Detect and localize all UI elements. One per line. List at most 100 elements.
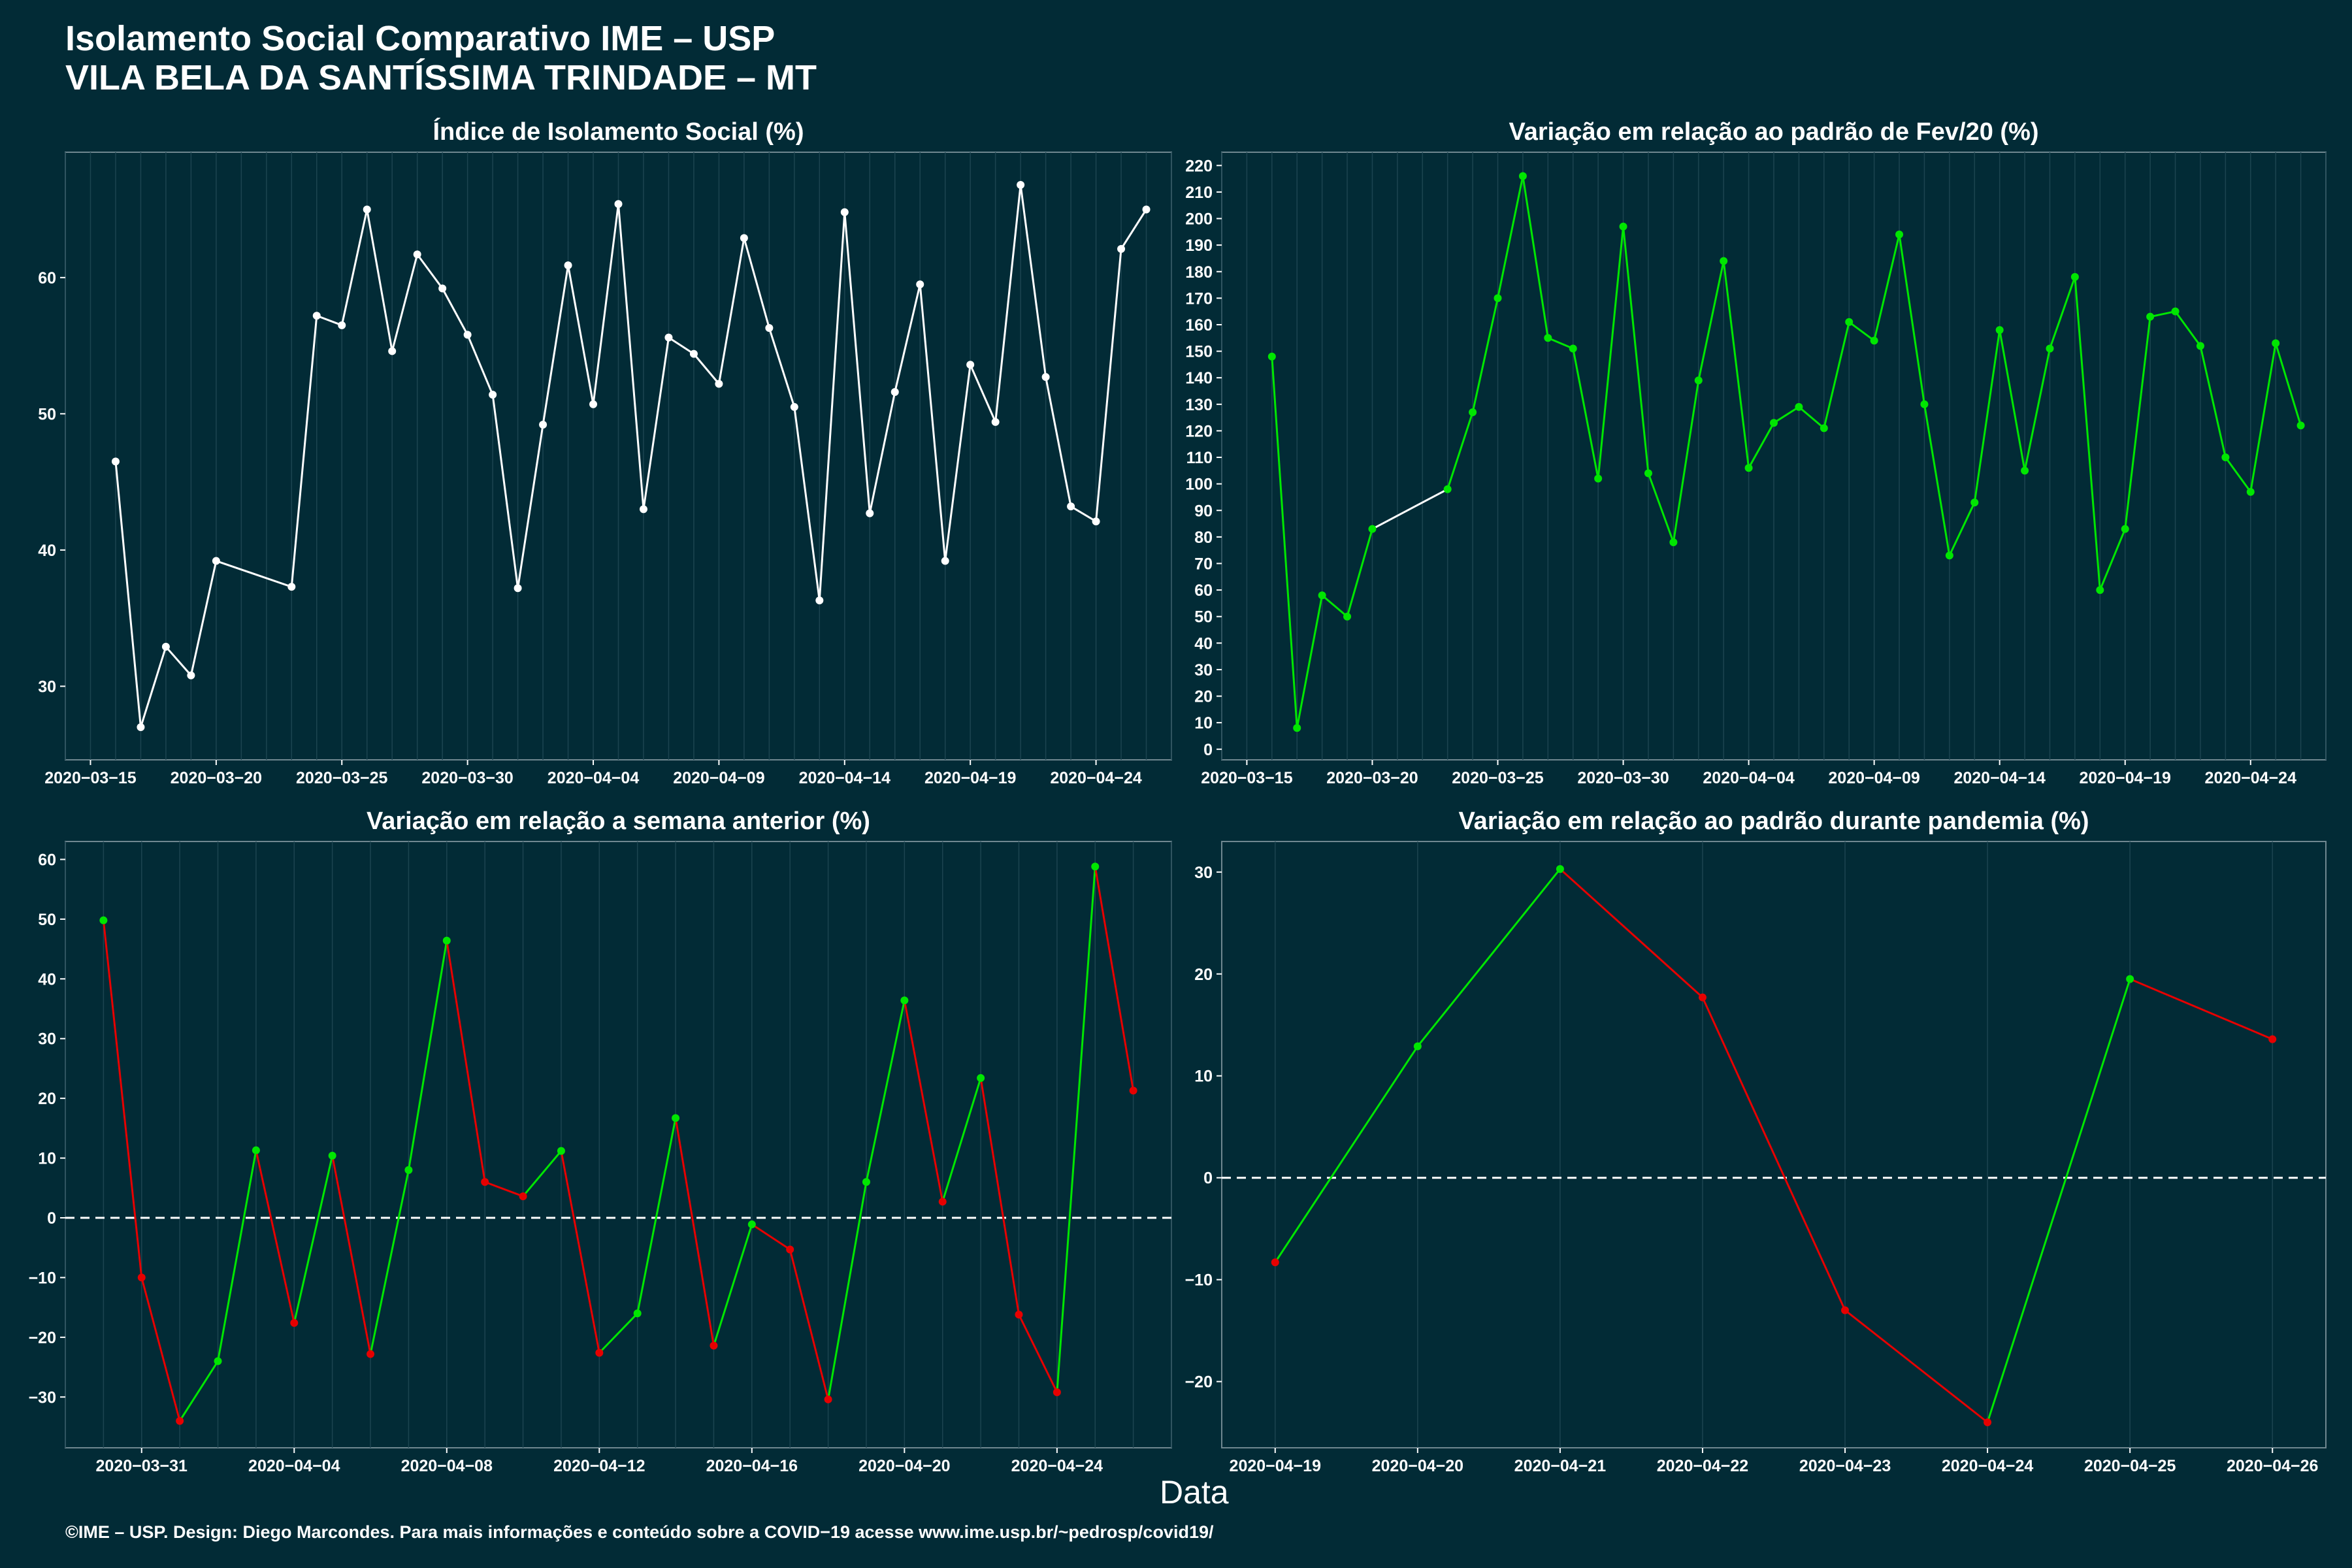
data-point [866,509,874,517]
data-point [824,1395,832,1403]
x-tick-label: 2020−04−04 [547,769,640,787]
data-point [715,380,723,388]
y-tick-label: 60 [38,851,56,869]
series-segment [668,336,694,355]
series-segment [1274,1045,1419,1263]
series-segment [560,1151,600,1353]
data-point [977,1074,985,1083]
data-point [595,1348,604,1357]
series-segment [2249,343,2277,493]
series-segment [941,1077,982,1202]
data-point [1368,525,1377,533]
data-point [2121,525,2129,533]
y-tick-label: 40 [38,542,56,560]
y-tick-label: 150 [1185,343,1213,361]
x-tick-label: 2020−04−04 [1703,769,1795,787]
data-point [1845,318,1854,326]
y-tick-label: 70 [1194,555,1213,573]
data-point [438,284,447,293]
chart-panel-2: Variação em relação ao padrão de Fev/20 … [1185,118,2327,787]
data-point [1770,419,1778,427]
data-point [1494,294,1502,302]
data-point [747,1220,756,1229]
data-point [1117,245,1126,253]
y-tick-label: −20 [1185,1373,1213,1392]
series-segment [717,238,745,384]
y-tick-label: 20 [1194,966,1213,984]
x-tick-label: 2020−04−24 [1050,769,1142,787]
page-title: Isolamento Social Comparativo IME – USP [65,19,776,58]
data-point [786,1245,794,1254]
y-tick-label: 190 [1185,237,1213,255]
data-point [1092,517,1100,526]
series-segment [1798,406,1825,429]
series-segment [2124,316,2151,529]
y-tick-label: 140 [1185,369,1213,387]
y-tick-label: 10 [1194,714,1213,732]
chart-panel-3: Variação em relação a semana anterior (%… [29,808,1172,1475]
data-point [589,400,598,408]
y-tick-label: 90 [1194,502,1213,520]
data-point [481,1178,489,1186]
data-point [639,505,647,514]
y-tick-label: 200 [1185,210,1213,229]
data-point [161,642,170,651]
series-segment [1848,321,1875,342]
y-tick-label: 30 [1194,864,1213,882]
series-segment [391,254,419,351]
series-segment [1321,595,1348,617]
series-segment [2099,529,2127,591]
data-point [1041,373,1050,382]
x-tick-label: 2020−04−19 [1230,1457,1321,1475]
series-segment [743,237,770,329]
data-point [633,1309,642,1318]
data-point [2070,272,2079,281]
data-point [1820,424,1828,433]
series-segment [522,1150,563,1198]
data-point [1129,1086,1137,1095]
y-tick-label: 220 [1185,157,1213,175]
series-segment [366,209,393,351]
series-segment [316,314,342,327]
chart-panel-1: Índice de Isolamento Social (%) 30 40 50 60 2… [38,117,1172,787]
data-point [413,250,421,259]
y-tick-label: 40 [38,970,56,988]
x-tick-label: 2020−04−24 [2205,769,2297,787]
series-segment [178,1360,219,1422]
series-segment [114,461,142,728]
data-point [1518,172,1527,180]
series-segment [189,561,218,676]
series-segment [1446,412,1474,490]
y-tick-label: 130 [1185,396,1213,414]
x-tick-label: 2020−03−15 [1201,769,1293,787]
y-tick-label: 0 [47,1209,56,1228]
series-segment [1948,502,1976,556]
data-point [489,391,497,399]
x-tick-label: 2020−04−09 [1828,769,1919,787]
y-tick-label: 10 [38,1150,56,1168]
series-segment [416,253,444,289]
data-point [1720,257,1728,265]
data-point [1343,612,1352,621]
series-segment [1823,321,1850,429]
y-tick-label: 110 [1186,449,1213,467]
y-tick-label: −30 [29,1388,56,1407]
series-segment [793,406,821,601]
x-tick-label: 2020−04−09 [673,769,764,787]
data-point [212,557,220,565]
series-segment [2174,310,2202,347]
data-point [1053,1388,1061,1396]
data-point [2146,312,2155,321]
series-segment [2225,457,2251,493]
x-tick-label: 2020−04−24 [1942,1457,2034,1475]
series-segment [1095,248,1122,522]
series-segment [868,391,896,514]
series-segment [102,920,143,1278]
series-segment [140,1277,181,1422]
data-point [367,1350,375,1358]
data-point [1544,334,1552,342]
data-point [338,321,346,329]
data-point [1744,464,1753,472]
data-point [1698,993,1707,1002]
